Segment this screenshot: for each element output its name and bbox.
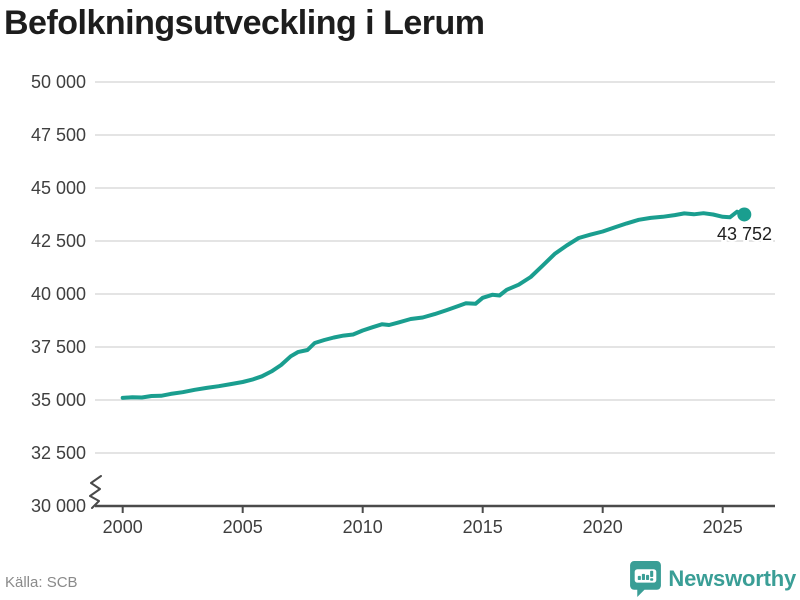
y-axis-break-icon [89,475,102,509]
y-axis-tick-label: 40 000 [31,284,86,304]
latest-value-annotation: 43 752 [717,224,772,244]
y-axis-tick-label: 45 000 [31,178,86,198]
chart-title: Befolkningsutveckling i Lerum [4,4,485,42]
x-axis-tick-label: 2025 [703,517,743,537]
y-axis-tick-label: 37 500 [31,337,86,357]
x-axis-tick-label: 2020 [583,517,623,537]
y-axis-tick-label: 42 500 [31,231,86,251]
x-axis-tick-label: 2015 [463,517,503,537]
y-axis-tick-label: 35 000 [31,390,86,410]
y-axis-tick-label: 30 000 [31,496,86,516]
x-axis-tick-label: 2005 [223,517,263,537]
newsworthy-logo-icon [630,561,662,597]
newsworthy-wordmark: Newsworthy [668,566,796,591]
source-attribution: Källa: SCB [5,574,78,591]
x-axis-tick-label: 2000 [103,517,143,537]
y-axis-tick-label: 50 000 [31,72,86,92]
x-axis-tick-label: 2010 [343,517,383,537]
newsworthy-brand: Newsworthy [630,561,796,597]
population-line-chart: 30 000 32 500 35 000 37 500 40 000 42 500 45 0… [31,72,775,537]
latest-value-marker [737,207,752,222]
y-axis-tick-label: 32 500 [31,443,86,463]
population-line-series [120,209,747,400]
y-axis-tick-label: 47 500 [31,125,86,145]
